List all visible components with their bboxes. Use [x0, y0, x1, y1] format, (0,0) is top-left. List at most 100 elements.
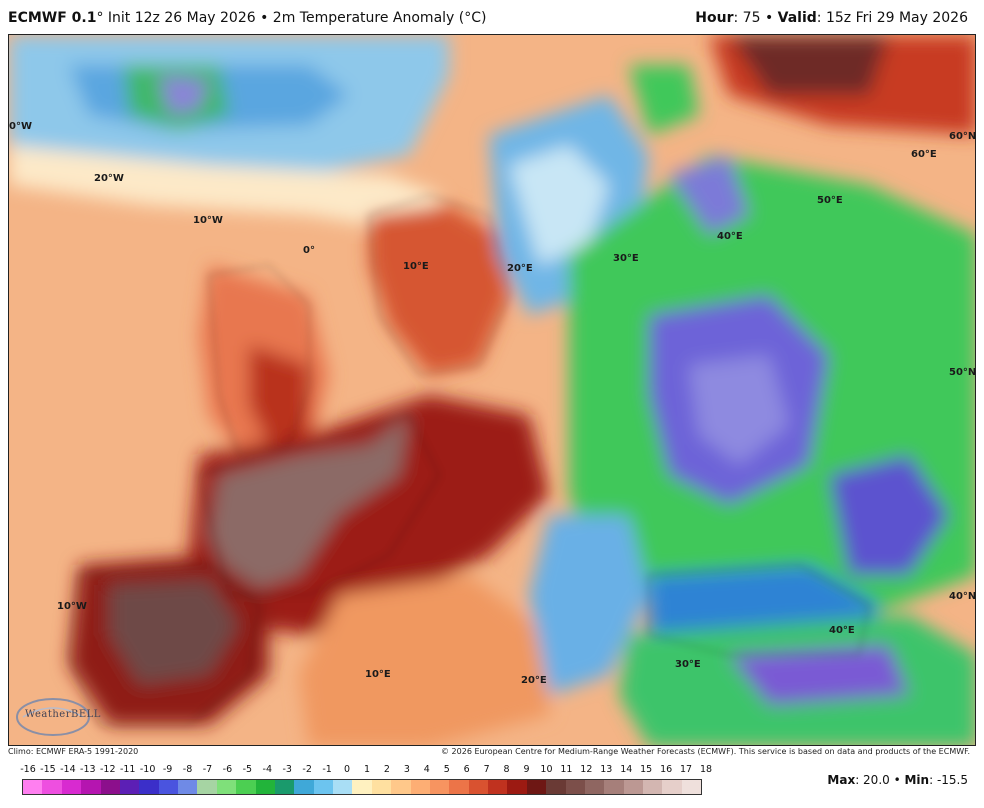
lon-20w-label: 20°W: [94, 173, 124, 184]
colorbar-tick-label: 13: [600, 764, 613, 775]
colorbar-cell: [100, 780, 120, 794]
title-right: Hour: 75 • Valid: 15z Fri 29 May 2026: [695, 10, 968, 26]
colorbar-tick-label: -7: [202, 764, 213, 775]
colorbar-cell: [526, 780, 547, 794]
lon-40e-north-label: 40°E: [717, 231, 743, 242]
colorbar-cell: [681, 780, 702, 794]
hour-label: Hour: [695, 10, 734, 26]
colorbar-cell: [274, 780, 295, 794]
colorbar-cell: [662, 780, 682, 794]
colorbar-tick-label: 12: [580, 764, 593, 775]
colorbar-tick-label: -14: [60, 764, 76, 775]
logo-text: WeatherBELL: [25, 709, 101, 720]
lon-20e-north-label: 20°E: [507, 263, 533, 274]
colorbar-cell: [391, 780, 411, 794]
colorbar-cell: [61, 780, 82, 794]
colorbar-tick-label: 16: [660, 764, 673, 775]
colorbar-tick-label: 17: [680, 764, 693, 775]
lat-40n-label: 40°N: [949, 591, 976, 602]
colorbar-cell: [352, 780, 372, 794]
colorbar-tick-label: 8: [503, 764, 510, 775]
anomaly-map: 0°W 20°W 10°W 0° 10°E 20°E 30°E 40°E 50°…: [8, 34, 976, 746]
colorbar-cell: [371, 780, 392, 794]
colorbar-cell: [313, 780, 333, 794]
colorbar-scale: [22, 779, 702, 795]
min-value: : -15.5: [929, 773, 968, 787]
colorbar-tick-label: -9: [162, 764, 173, 775]
colorbar-tick-label: 1: [363, 764, 371, 775]
title-left: ECMWF 0.1° Init 12z 26 May 2026 • 2m Tem…: [8, 10, 486, 26]
colorbar-tick-label: -11: [119, 764, 136, 775]
colorbar-cell: [565, 780, 585, 794]
colorbar-cell: [178, 780, 198, 794]
colorbar-cell: [42, 780, 62, 794]
colorbar-cell: [584, 780, 605, 794]
colorbar-tick-label: -2: [302, 764, 312, 775]
chart-header: ECMWF 0.1° Init 12z 26 May 2026 • 2m Tem…: [0, 0, 984, 34]
colorbar-cell: [216, 780, 237, 794]
colorbar-cell: [81, 780, 101, 794]
lon-0-label: 0°: [303, 245, 315, 256]
colorbar-tick-label: 6: [463, 764, 470, 775]
colorbar-cell: [623, 780, 643, 794]
colorbar-tick-label: -1: [322, 764, 332, 775]
colorbar-cell: [294, 780, 314, 794]
colorbar-tick-label: -13: [80, 764, 96, 775]
colorbar-cell: [507, 780, 527, 794]
lon-60e-label: 60°E: [911, 149, 937, 160]
init-text: Init 12z 26 May 2026 • 2m Temperature An…: [103, 10, 487, 26]
colorbar-tick-label: 0: [344, 764, 351, 775]
colorbar-tick-label: -5: [242, 764, 253, 775]
valid-label: Valid: [777, 10, 817, 26]
lon-0w-label: 0°W: [9, 121, 32, 132]
valid-value: : 15z Fri 29 May 2026: [816, 10, 968, 26]
colorbar-cell: [23, 780, 43, 794]
colorbar-cell: [468, 780, 488, 794]
max-label: Max: [827, 773, 856, 787]
colorbar-tick-label: 14: [620, 764, 633, 775]
lon-40e-south-label: 40°E: [829, 625, 855, 636]
colorbar-cell: [604, 780, 624, 794]
colorbar-cell: [429, 780, 450, 794]
lon-20e-south-label: 20°E: [521, 675, 547, 686]
colorbar-cell: [546, 780, 566, 794]
colorbar-tick-label: 15: [640, 764, 653, 775]
colorbar-cell: [410, 780, 430, 794]
colorbar-tick-label: 11: [560, 764, 573, 775]
colorbar-tick-label: -3: [282, 764, 292, 775]
colorbar-cell: [643, 780, 663, 794]
hour-value: : 75 •: [733, 10, 778, 26]
colorbar-tick-label: 4: [423, 764, 430, 775]
colorbar-tick-label: 9: [523, 764, 530, 775]
min-label: Min: [904, 773, 930, 787]
colorbar: -16 -15 -14 -13 -12 -11 -10 -9 -8 -7 -6 -5 -4 -3 -2 -1 0…: [20, 762, 712, 796]
lon-10w-bottom-label: 10°W: [57, 601, 87, 612]
colorbar-tick-label: -15: [40, 764, 56, 775]
max-value: : 20.0 •: [855, 773, 905, 787]
lat-60n-label: 60°N: [949, 131, 976, 142]
colorbar-cell: [255, 780, 275, 794]
colorbar-cell: [197, 780, 217, 794]
colorbar-tick-label: -4: [262, 764, 273, 775]
colorbar-cell: [236, 780, 256, 794]
colorbar-tick-label: 18: [699, 764, 713, 775]
colorbar-tick-label: 5: [443, 764, 450, 775]
colorbar-cell: [158, 780, 178, 794]
lon-10w-top-label: 10°W: [193, 215, 223, 226]
colorbar-tick-label: -6: [222, 764, 233, 775]
colorbar-tick-label: 3: [403, 764, 410, 775]
colorbar-cell: [139, 780, 159, 794]
colorbar-tick-label: 7: [483, 764, 490, 775]
lon-10e-south-label: 10°E: [365, 669, 391, 680]
colorbar-tick-label: -8: [182, 764, 193, 775]
lon-10e-north-label: 10°E: [403, 261, 429, 272]
colorbar-cell: [488, 780, 508, 794]
climo-note: Climo: ECMWF ERA-5 1991-2020: [8, 747, 139, 756]
colorbar-cell: [119, 780, 140, 794]
colorbar-cell: [449, 780, 469, 794]
colorbar-tick-label: -12: [99, 764, 116, 775]
model-name: ECMWF 0.1: [8, 10, 97, 26]
colorbar-tick-label: -10: [139, 764, 156, 775]
lon-30e-north-label: 30°E: [613, 253, 639, 264]
lon-50e-label: 50°E: [817, 195, 843, 206]
